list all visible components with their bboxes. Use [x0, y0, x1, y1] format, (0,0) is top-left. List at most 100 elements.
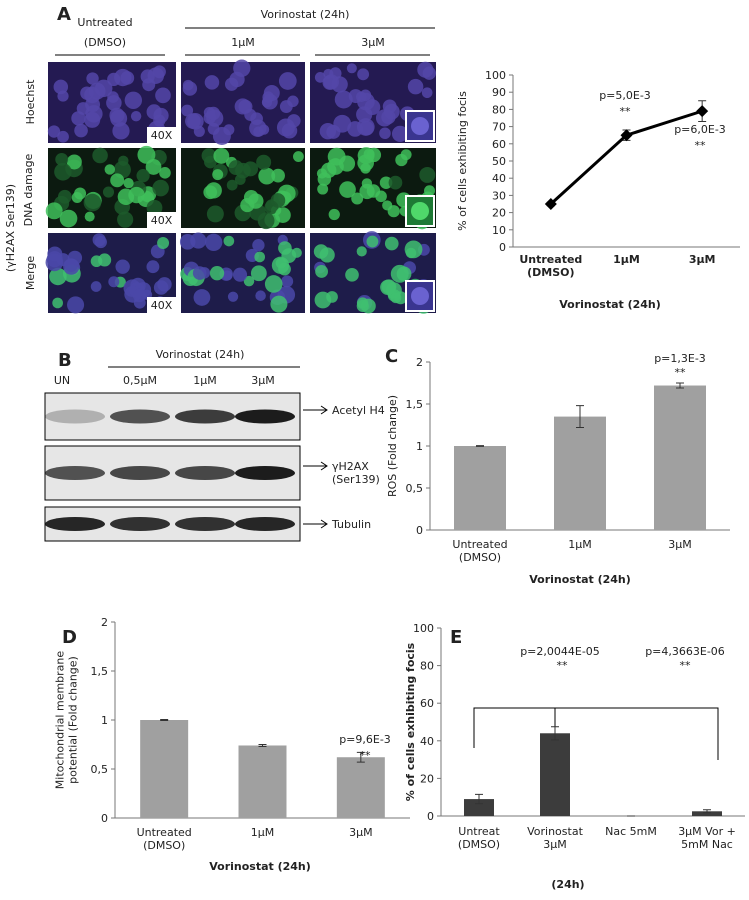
nucleus	[384, 236, 399, 251]
band	[110, 409, 170, 424]
nucleus	[90, 281, 102, 292]
x-axis-label: (24h)	[551, 878, 584, 891]
nucleus	[212, 127, 231, 145]
inset	[405, 110, 435, 142]
nucleus	[252, 239, 265, 252]
scale-box	[147, 297, 176, 313]
nucleus	[422, 66, 436, 80]
error-bar	[160, 719, 169, 721]
nucleus	[366, 235, 379, 248]
annotation: p=2,0044E-05	[520, 645, 600, 658]
x-tick-label: Untreated (DMSO)	[519, 253, 582, 279]
nucleus	[57, 130, 69, 143]
nucleus	[137, 145, 156, 164]
nucleus	[206, 205, 224, 223]
nucleus	[152, 179, 169, 197]
nucleus	[106, 95, 122, 111]
x-tick-label: Untreat (DMSO)	[458, 825, 500, 851]
bar	[140, 720, 189, 818]
nucleus	[314, 72, 326, 83]
nucleus	[379, 176, 393, 189]
y-tick-label: 60	[492, 138, 506, 151]
lane-label: UN	[54, 374, 70, 387]
nucleus	[293, 151, 304, 162]
header: 1µM	[231, 36, 255, 49]
nucleus	[181, 104, 194, 117]
nucleus	[359, 183, 375, 200]
nucleus	[112, 122, 130, 140]
nucleus	[53, 79, 69, 95]
nucleus	[255, 290, 266, 301]
nucleus	[155, 87, 171, 104]
y-axis-label: % of cells exhibiting focis	[456, 91, 469, 231]
nucleus	[84, 211, 95, 222]
nucleus	[110, 109, 128, 127]
scale-box	[147, 212, 176, 228]
inset-cell	[411, 117, 429, 135]
band	[175, 466, 235, 480]
protein-label: Acetyl H4	[332, 404, 385, 417]
band	[45, 517, 105, 531]
nucleus	[351, 192, 364, 205]
error-bar	[551, 726, 559, 741]
magnification: 40X	[151, 129, 173, 142]
nucleus	[357, 68, 370, 81]
nucleus	[356, 246, 367, 257]
arrow-head	[320, 405, 328, 415]
nucleus	[229, 71, 245, 88]
nucleus	[227, 291, 239, 302]
nucleus	[248, 193, 264, 209]
header: Vorinostat (24h)	[156, 348, 245, 361]
nucleus	[281, 123, 298, 139]
nucleus	[359, 120, 374, 136]
nucleus	[205, 182, 222, 199]
nucleus	[209, 266, 225, 281]
nucleus	[115, 259, 130, 274]
protein-label: Tubulin	[331, 518, 371, 531]
error-bar	[476, 445, 484, 447]
nucleus	[86, 72, 99, 85]
row-label: DNA damage	[22, 153, 35, 226]
nucleus	[63, 258, 80, 275]
nucleus	[124, 91, 143, 109]
nucleus	[328, 208, 340, 221]
y-tick-label: 60	[420, 697, 434, 710]
header: 3µM	[361, 36, 385, 49]
nucleus	[110, 173, 125, 188]
nucleus	[157, 277, 172, 292]
nucleus	[234, 174, 246, 185]
nucleus	[250, 265, 267, 282]
y-tick-label: 0	[101, 812, 108, 825]
nucleus	[130, 110, 142, 122]
panel-label: D	[62, 627, 77, 648]
nucleus	[334, 90, 353, 109]
nucleus	[132, 288, 147, 303]
nucleus	[136, 169, 150, 183]
nucleus	[313, 244, 329, 259]
nucleus	[213, 147, 230, 164]
header: Vorinostat (24h)	[261, 8, 350, 21]
nucleus	[317, 183, 329, 195]
nucleus	[67, 296, 85, 314]
y-tick-label: 0	[416, 524, 423, 537]
nucleus	[147, 67, 165, 84]
nucleus	[55, 152, 69, 166]
nucleus	[391, 125, 409, 143]
annotation: p=6,0E-3	[674, 123, 726, 136]
panel-label: B	[58, 350, 72, 371]
nucleus	[242, 161, 259, 177]
nucleus	[52, 297, 63, 309]
band	[235, 409, 295, 424]
bracket	[554, 707, 719, 760]
error-bar	[576, 405, 584, 429]
nucleus	[108, 276, 120, 288]
nucleus	[49, 267, 67, 286]
x-axis-label: Vorinostat (24h)	[209, 860, 311, 873]
row-label: Hoechst	[24, 79, 37, 125]
x-tick-label: 1µM	[613, 253, 640, 266]
nucleus	[118, 155, 129, 166]
scale-box	[147, 127, 176, 143]
decorations: 40X 40X 40X	[44, 59, 436, 542]
error-bar	[703, 809, 711, 814]
